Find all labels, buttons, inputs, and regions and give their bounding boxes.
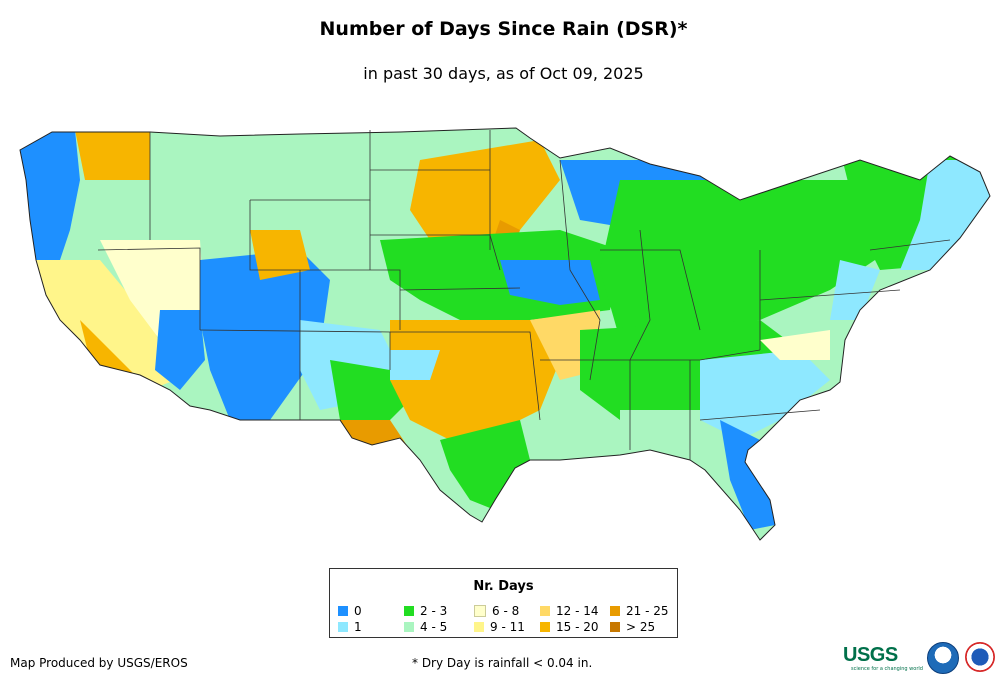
conus-dsr-map (0, 120, 1007, 550)
legend-title: Nr. Days (473, 579, 534, 594)
legend-box: Nr. Days 0 1 2 - 3 4 - 5 6 - 8 9 - 11 12… (329, 568, 678, 638)
legend-item-12-14: 12 - 14 (540, 604, 599, 618)
usgs-logo: USGS (843, 644, 898, 666)
legend-swatch (404, 606, 414, 616)
legend-item-1: 1 (338, 620, 362, 634)
conus-outline (19, 127, 991, 541)
usgs-tagline: science for a changing world (851, 666, 923, 672)
legend-item-21-25: 21 - 25 (610, 604, 669, 618)
legend-item-gt25: > 25 (610, 620, 655, 634)
legend-swatch (338, 622, 348, 632)
legend-swatch (540, 606, 550, 616)
legend-item-2-3: 2 - 3 (404, 604, 447, 618)
legend-item-0: 0 (338, 604, 362, 618)
legend-item-15-20: 15 - 20 (540, 620, 599, 634)
legend-item-4-5: 4 - 5 (404, 620, 447, 634)
map-subtitle: in past 30 days, as of Oct 09, 2025 (363, 64, 644, 83)
nws-logo-icon (965, 642, 995, 672)
legend-swatch (338, 606, 348, 616)
dsr-color-regions (20, 128, 990, 540)
legend-swatch (610, 606, 620, 616)
state-borders (97, 130, 951, 460)
noaa-logo-icon (927, 642, 959, 674)
agency-logos: USGS science for a changing world (843, 640, 1003, 676)
legend-swatch (404, 622, 414, 632)
legend-item-6-8: 6 - 8 (474, 604, 519, 618)
map-title: Number of Days Since Rain (DSR)* (319, 18, 688, 40)
legend-swatch (474, 605, 486, 617)
dry-day-footnote: * Dry Day is rainfall < 0.04 in. (412, 656, 593, 670)
legend-swatch (474, 622, 484, 632)
producer-credit: Map Produced by USGS/EROS (10, 656, 188, 670)
legend-item-9-11: 9 - 11 (474, 620, 525, 634)
legend-swatch (610, 622, 620, 632)
legend-swatch (540, 622, 550, 632)
